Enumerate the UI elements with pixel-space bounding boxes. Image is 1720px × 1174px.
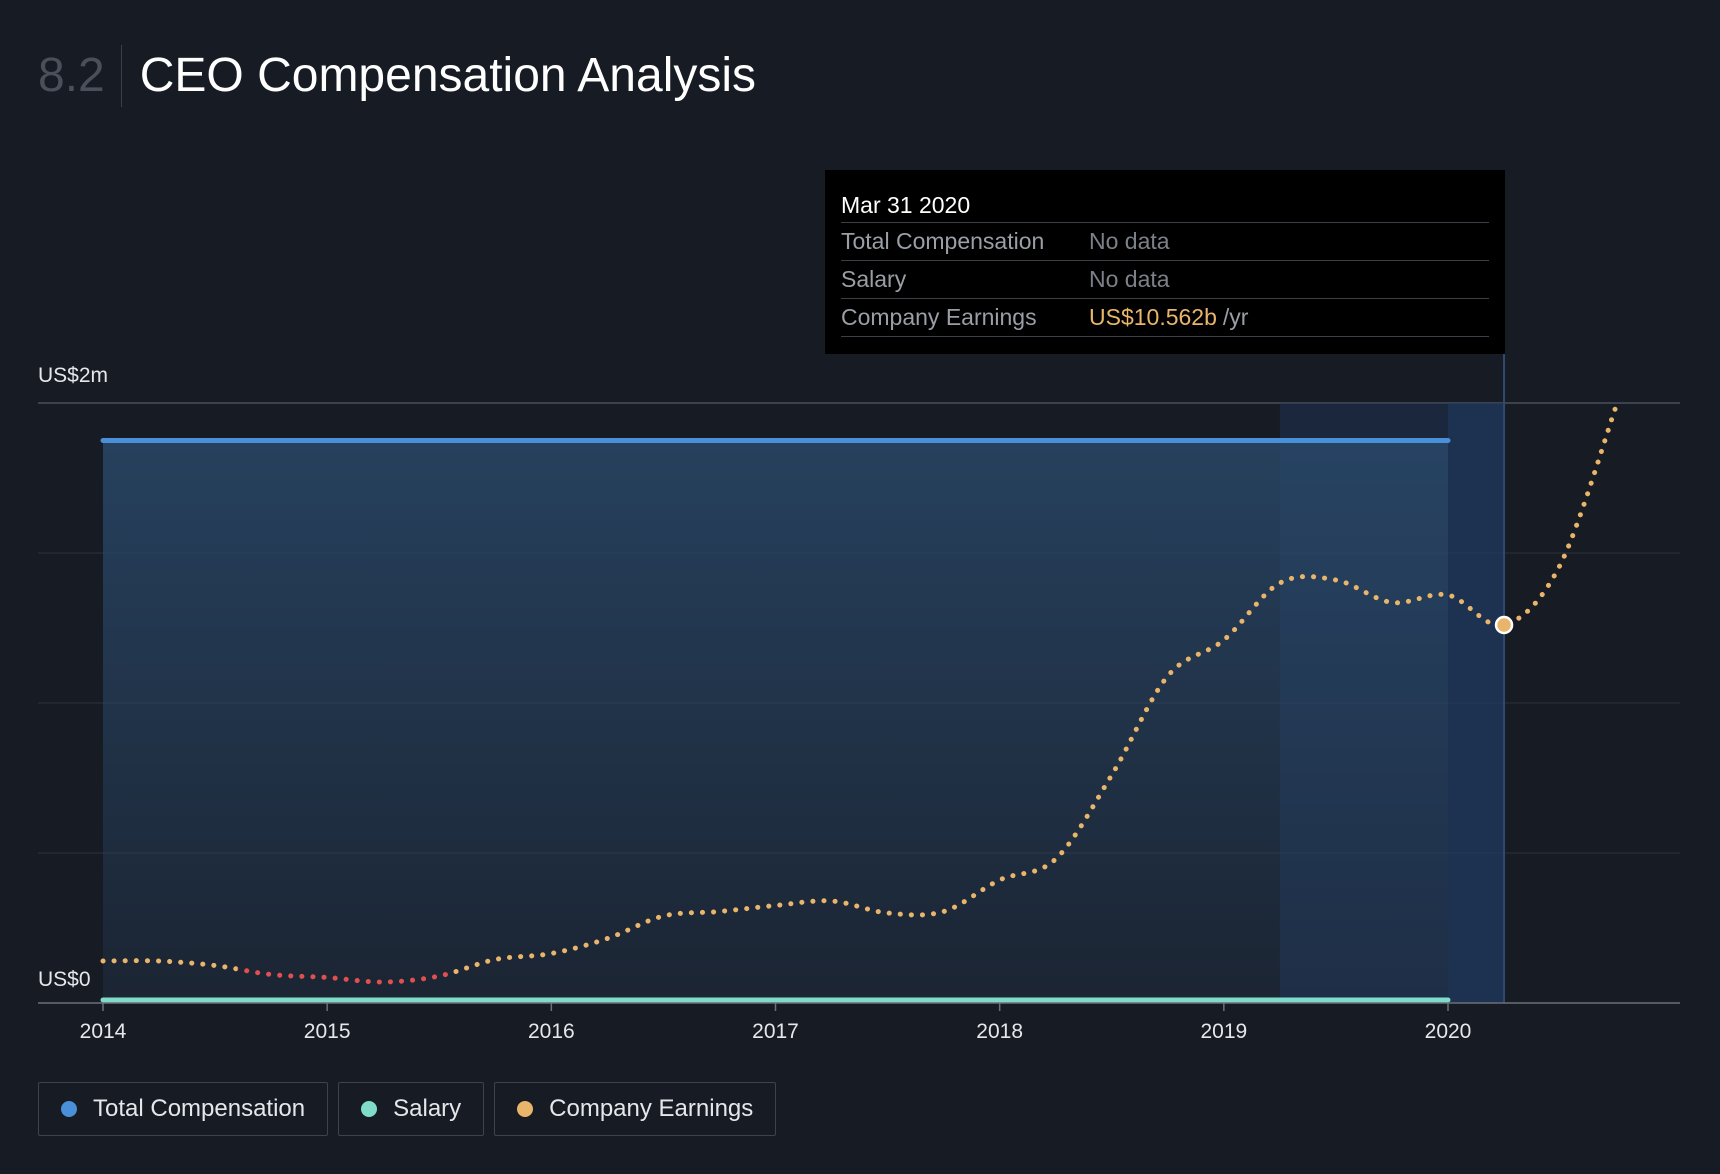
legend-item-company-earnings[interactable]: Company Earnings [494, 1082, 777, 1136]
x-tick-label: 2020 [1425, 1020, 1472, 1043]
chart-legend: Total Compensation Salary Company Earnin… [38, 1082, 786, 1136]
x-tick-label: 2017 [752, 1020, 799, 1043]
tooltip-label: Company Earnings [841, 304, 1037, 330]
series-areas [103, 440, 1448, 1003]
page-title: CEO Compensation Analysis [139, 49, 757, 102]
tooltip-unit: /yr [1222, 304, 1249, 330]
axes: US$0 US$2m 2014 2015 2016 2017 2018 2019 2020 [38, 364, 1680, 1043]
header: 8.2 CEO Compensation Analysis [38, 44, 756, 108]
legend-item-salary[interactable]: Salary [338, 1082, 485, 1136]
hover-markers [1494, 615, 1514, 635]
tooltip-label: Total Compensation [841, 228, 1045, 254]
tooltip-value: US$10.562b [1089, 304, 1217, 330]
legend-dot-icon [61, 1101, 77, 1117]
company-earnings-negative-line [237, 966, 451, 985]
compensation-chart[interactable]: US$0 US$2m 2014 2015 2016 2017 2018 2019 2020 [0, 0, 1720, 1070]
section-number: 8.2 [38, 45, 122, 107]
tooltip-value: No data [1089, 228, 1170, 254]
legend-dot-icon [517, 1101, 534, 1117]
x-tick-label: 2015 [304, 1020, 351, 1043]
y-tick-label: US$2m [38, 364, 108, 387]
tooltip-row-company-earnings: Company Earnings US$10.562b /yr [841, 299, 1489, 337]
x-tick-label: 2016 [528, 1020, 575, 1043]
tooltip-row-total-compensation: Total Compensation No data [841, 223, 1489, 261]
legend-dot-icon [361, 1101, 378, 1117]
legend-item-total-compensation[interactable]: Total Compensation [38, 1082, 329, 1136]
tooltip-value: No data [1089, 266, 1170, 292]
legend-label: Total Compensation [93, 1095, 306, 1122]
legend-label: Salary [393, 1095, 462, 1122]
tooltip-date: Mar 31 2020 [841, 188, 1489, 223]
x-tick-label: 2019 [1200, 1020, 1247, 1043]
series-lines [100, 403, 1619, 1003]
highlight-current [1448, 403, 1505, 1003]
x-tick-label: 2018 [976, 1020, 1023, 1043]
tooltip-label: Salary [841, 266, 907, 292]
tooltip-row-salary: Salary No data [841, 261, 1489, 299]
legend-label: Company Earnings [549, 1095, 754, 1122]
earnings-hover-point [1494, 615, 1514, 635]
chart-tooltip: Mar 31 2020 Total Compensation No data S… [825, 170, 1505, 354]
y-tick-label: US$0 [38, 968, 91, 991]
x-tick-label: 2014 [80, 1020, 127, 1043]
total-compensation-area [103, 440, 1448, 1003]
